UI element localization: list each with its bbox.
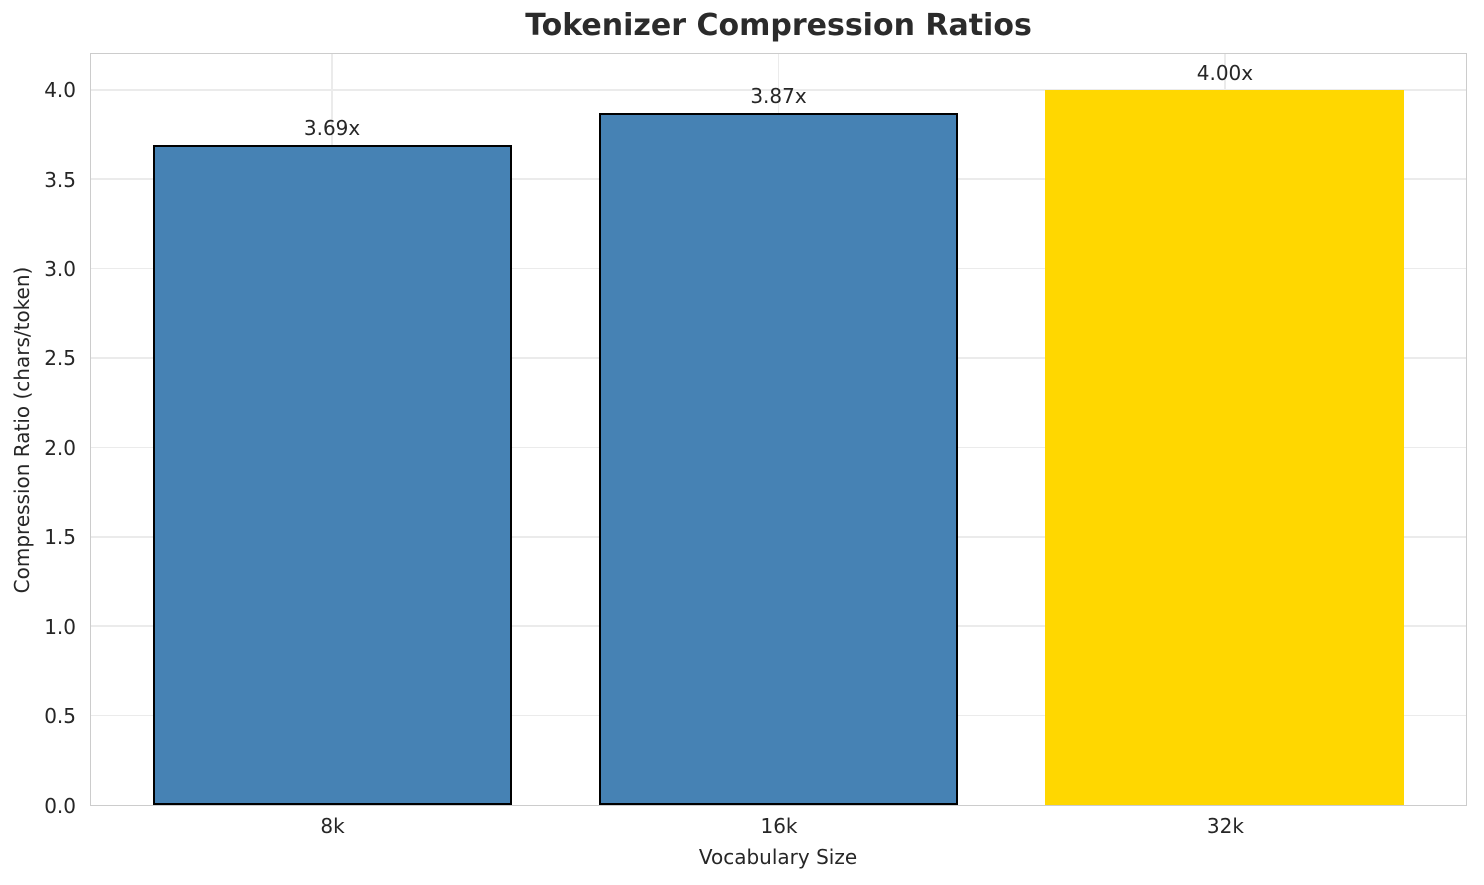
x-tick-label: 32k — [1206, 814, 1244, 838]
chart-title: Tokenizer Compression Ratios — [525, 8, 1032, 43]
y-tick-label: 3.0 — [44, 257, 76, 282]
bar-16k — [599, 113, 958, 805]
y-tick-label: 4.0 — [44, 78, 76, 103]
bar-value-label: 3.69x — [303, 116, 361, 141]
y-tick-label: 1.5 — [44, 525, 76, 550]
plot-area: 3.69x 3.87x 4.00x — [90, 53, 1467, 806]
y-tick-label: 0.5 — [44, 704, 76, 729]
y-tick-label: 3.5 — [44, 167, 76, 192]
bar-value-label: 4.00x — [1196, 60, 1254, 85]
y-tick-label: 2.0 — [44, 435, 76, 460]
bar-32k — [1045, 89, 1405, 805]
bar-value-label: 3.87x — [750, 84, 807, 109]
y-tick-label: 0.0 — [44, 793, 76, 818]
y-tick-label: 2.5 — [44, 346, 76, 371]
x-axis-label: Vocabulary Size — [698, 845, 858, 869]
y-tick-label: 1.0 — [44, 614, 76, 639]
bar-8k — [152, 145, 512, 805]
x-tick-label: 16k — [760, 814, 798, 838]
x-tick-label: 8k — [320, 814, 345, 838]
